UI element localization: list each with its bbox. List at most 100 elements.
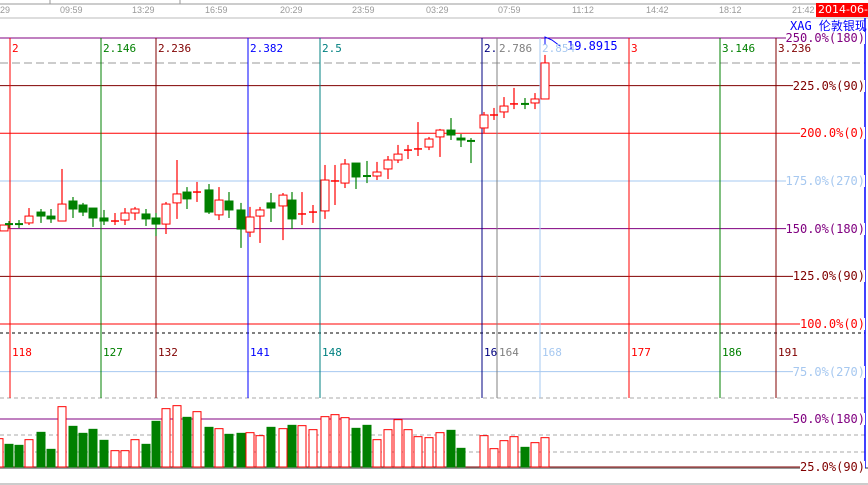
candle-body bbox=[255, 209, 265, 217]
volume-bar bbox=[46, 448, 56, 468]
level-label: 125.0%(90) bbox=[792, 269, 865, 284]
candle-body bbox=[278, 194, 288, 207]
candle bbox=[214, 187, 224, 221]
time-line-top-label: 2.382 bbox=[250, 42, 284, 55]
volume-bar bbox=[308, 429, 318, 468]
time-line-bottom-label: 186 bbox=[722, 346, 742, 359]
volume-bar bbox=[413, 436, 423, 468]
candle bbox=[363, 160, 371, 184]
candle-body bbox=[99, 217, 109, 222]
volume-bar bbox=[340, 417, 350, 468]
volume-bar bbox=[0, 438, 4, 468]
level-label: 150.0%(180) bbox=[785, 221, 865, 236]
candle bbox=[78, 202, 88, 217]
candle-body bbox=[446, 129, 456, 136]
candle-body bbox=[372, 171, 382, 177]
time-line-top-label: 3.146 bbox=[722, 42, 756, 55]
candle bbox=[236, 202, 246, 248]
volume-bar bbox=[435, 432, 445, 468]
candle bbox=[193, 181, 201, 202]
candle-body bbox=[24, 215, 34, 224]
candle bbox=[130, 206, 140, 221]
volume-bar bbox=[236, 432, 246, 468]
time-line-top-label: 3.236 bbox=[778, 42, 812, 55]
candle-body bbox=[120, 212, 130, 221]
volume-bar bbox=[245, 432, 255, 468]
time-line-top-label: 2.236 bbox=[158, 42, 192, 55]
date-badge: 2014-06-16 bbox=[816, 3, 868, 17]
level-label: 175.0%(270) bbox=[785, 173, 865, 188]
volume-bar bbox=[78, 432, 88, 468]
time-line-bottom-label: 141 bbox=[250, 346, 270, 359]
candle-body bbox=[57, 203, 67, 222]
candle-body bbox=[424, 138, 434, 148]
candle bbox=[424, 136, 434, 151]
candle-body bbox=[0, 224, 9, 232]
candle-body bbox=[245, 216, 255, 233]
level-label: 75.0%(270) bbox=[792, 364, 865, 379]
candle-body bbox=[540, 62, 550, 100]
candle-body bbox=[151, 217, 161, 225]
candle bbox=[0, 224, 9, 232]
time-line-top-label: 2.5 bbox=[322, 42, 342, 55]
volume-bar bbox=[204, 426, 214, 468]
candle bbox=[287, 192, 297, 230]
volume-bar bbox=[172, 405, 182, 468]
time-line-top-label: 2.146 bbox=[103, 42, 137, 55]
time-line-top-label: 2.854 bbox=[542, 42, 576, 55]
volume-bar bbox=[110, 450, 120, 468]
candle-body bbox=[340, 163, 350, 184]
volume-bar bbox=[151, 420, 161, 468]
volume-bar bbox=[351, 427, 361, 468]
volume-bar bbox=[120, 450, 130, 468]
candle-body bbox=[351, 162, 361, 178]
candle bbox=[446, 118, 456, 140]
volume-bar bbox=[224, 433, 234, 468]
time-axis-label: 11:12 bbox=[572, 5, 594, 15]
volume-bar bbox=[383, 429, 393, 468]
candle bbox=[467, 138, 475, 164]
candle-body bbox=[393, 153, 403, 161]
last-price-label: 19.8915 bbox=[567, 39, 618, 53]
candle bbox=[141, 209, 151, 226]
candle-body bbox=[182, 191, 192, 200]
volume-bar bbox=[424, 437, 434, 468]
candle bbox=[351, 162, 361, 189]
candle-body bbox=[36, 211, 46, 217]
candle bbox=[435, 128, 445, 157]
time-line-top-label: 2.786 bbox=[499, 42, 533, 55]
volume-bar bbox=[479, 435, 489, 468]
candle-body bbox=[499, 105, 509, 113]
candle bbox=[340, 159, 350, 189]
volume-level-label: 50.0%(180) bbox=[792, 412, 865, 426]
candle bbox=[161, 201, 171, 234]
candle-body bbox=[204, 189, 214, 213]
volume-level-label: 25.0%(90) bbox=[799, 460, 865, 474]
candle bbox=[490, 107, 498, 120]
time-line-bottom-label: 177 bbox=[631, 346, 651, 359]
volume-bar bbox=[14, 444, 24, 468]
candle bbox=[5, 221, 13, 229]
time-axis-label: 18:12 bbox=[719, 5, 742, 15]
volume-bar bbox=[192, 411, 202, 468]
candle bbox=[88, 207, 98, 227]
volume-bar bbox=[489, 448, 499, 468]
candle bbox=[456, 134, 466, 148]
volume-bar bbox=[278, 428, 288, 468]
time-line-bottom-label: 127 bbox=[103, 346, 123, 359]
volume-bar bbox=[130, 439, 140, 468]
volume-bar bbox=[88, 428, 98, 468]
volume-bar bbox=[36, 431, 46, 468]
candle bbox=[99, 209, 109, 226]
volume-bar bbox=[57, 406, 67, 468]
time-axis-label: 13:29 bbox=[132, 5, 155, 15]
candle-body bbox=[78, 204, 88, 213]
volume-bar bbox=[287, 424, 297, 468]
candle-body bbox=[130, 208, 140, 214]
candle bbox=[331, 164, 339, 206]
candle bbox=[182, 187, 192, 210]
candle bbox=[530, 93, 540, 110]
candle-body bbox=[530, 98, 540, 104]
volume-bar bbox=[362, 424, 372, 468]
